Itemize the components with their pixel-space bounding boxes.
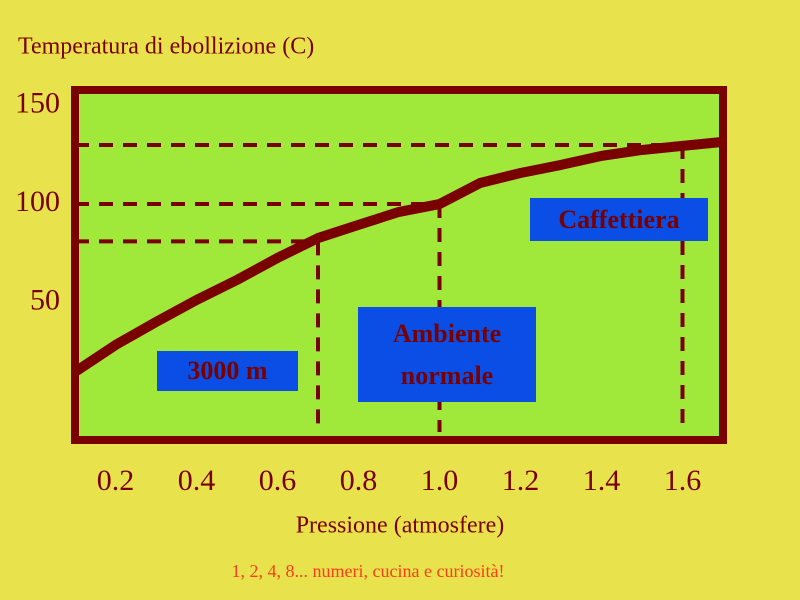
x-tick-label: 0.2	[97, 464, 135, 497]
y-tick-label: 100	[15, 185, 60, 218]
annotation: Caffettiera	[530, 198, 708, 241]
x-tick-label: 0.6	[259, 464, 297, 497]
y-tick-label: 150	[15, 87, 60, 120]
x-tick-label: 0.8	[340, 464, 378, 497]
x-tick-label: 1.6	[664, 464, 702, 497]
footer: 1, 2, 4, 8... numeri, cucina e curiosità…	[232, 561, 505, 581]
x-tick-label: 1.4	[583, 464, 621, 497]
x-axis-title: Pressione (atmosfere)	[296, 513, 505, 539]
y-tick-label: 50	[30, 283, 60, 316]
annotation: 3000 m	[157, 351, 298, 391]
plot-frame	[71, 86, 727, 444]
x-tick-label: 1.2	[502, 464, 540, 497]
x-tick-label: 0.4	[178, 464, 216, 497]
x-tick-label: 1.0	[421, 464, 459, 497]
curve	[72, 136, 724, 377]
annotation: Ambiente normale	[358, 307, 536, 402]
y-axis-title: Temperatura di ebollizione (C)	[18, 34, 314, 60]
